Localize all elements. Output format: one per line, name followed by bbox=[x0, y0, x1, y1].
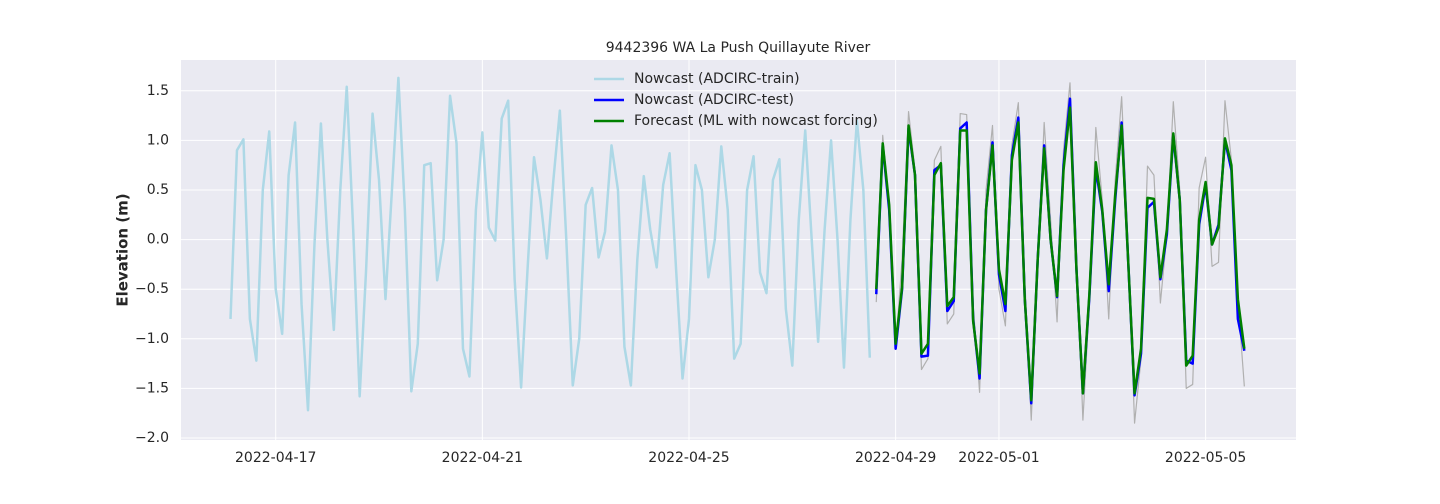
y-tick-label: 0.5 bbox=[147, 182, 169, 198]
legend-label: Nowcast (ADCIRC-test) bbox=[634, 92, 794, 108]
y-tick-label: −0.5 bbox=[135, 281, 169, 297]
y-tick-label: −1.5 bbox=[135, 380, 169, 396]
x-tick-label: 2022-04-21 bbox=[442, 450, 523, 466]
data-line bbox=[229, 76, 872, 412]
y-tick-label: −1.0 bbox=[135, 331, 169, 347]
chart-title: 9442396 WA La Push Quillayute River bbox=[606, 40, 871, 56]
x-tick-label: 2022-04-25 bbox=[648, 450, 729, 466]
y-tick-label: 0.0 bbox=[147, 232, 169, 248]
x-tick-label: 2022-05-05 bbox=[1165, 450, 1246, 466]
y-tick-label: 1.5 bbox=[147, 83, 169, 99]
data-line bbox=[875, 106, 1246, 402]
y-tick-label: 1.0 bbox=[147, 132, 169, 148]
x-tick-label: 2022-04-29 bbox=[855, 450, 936, 466]
y-tick-label: −2.0 bbox=[135, 430, 169, 446]
legend-label: Nowcast (ADCIRC-train) bbox=[634, 71, 800, 87]
x-tick-label: 2022-04-17 bbox=[235, 450, 316, 466]
y-axis-label: Elevation (m) bbox=[114, 193, 132, 306]
x-tick-label: 2022-05-01 bbox=[958, 450, 1039, 466]
legend-label: Forecast (ML with nowcast forcing) bbox=[634, 113, 878, 129]
